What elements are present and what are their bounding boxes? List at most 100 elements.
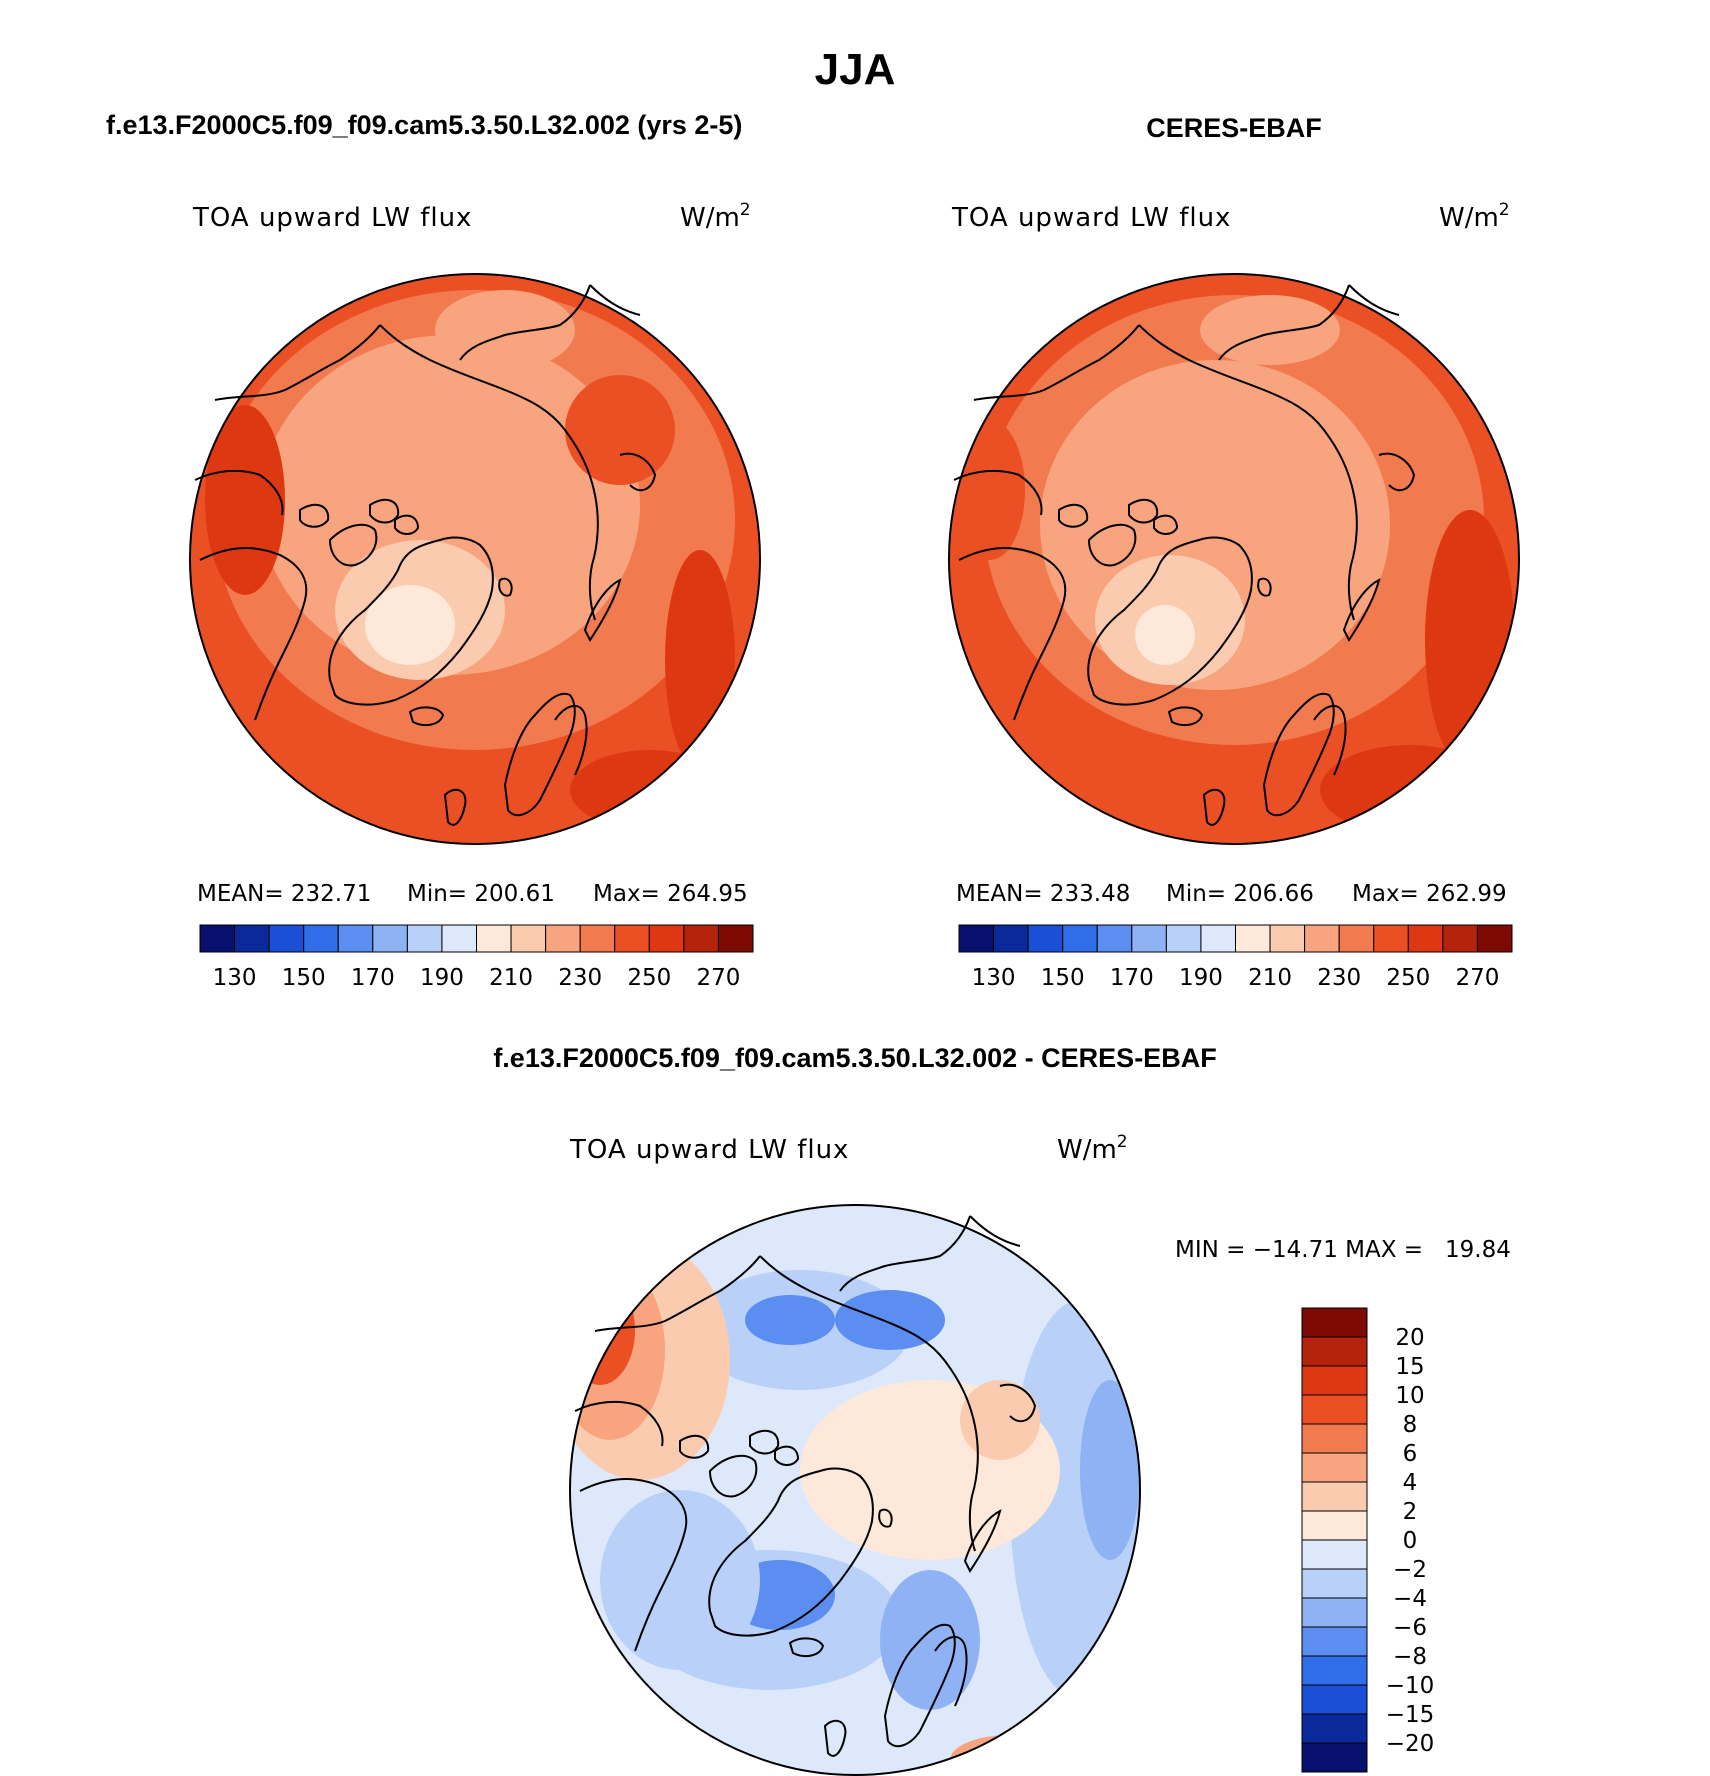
colorbar-swatch [1027,924,1064,953]
colorbar-swatch [1301,1452,1368,1483]
colorbar-tick-label: 170 [351,965,395,991]
polar-map [949,274,1519,844]
panel-difference: f.e13.F2000C5.f09_f09.cam5.3.50.L32.002 … [493,1043,1511,1776]
colorbar-swatch [958,924,995,953]
colorbar-tick-label: 150 [282,965,326,991]
figure-title: JJA [815,45,896,94]
colorbar-swatch [1304,924,1340,953]
colorbar-tick-label: 6 [1403,1441,1418,1467]
colorbar-swatch [1301,1568,1368,1599]
colorbar-tick-label: 2 [1403,1499,1418,1525]
panel-heading: f.e13.F2000C5.f09_f09.cam5.3.50.L32.002 … [106,110,742,140]
map-boundary [189,273,761,845]
colorbar-swatch [1200,924,1236,953]
units-label: W/m2 [680,200,751,233]
colorbar-tick-label: −6 [1393,1615,1427,1641]
colorbar-swatch [1301,1684,1368,1715]
colorbar-swatch [1096,924,1133,953]
colorbar-swatch [372,924,408,953]
colorbar: 130 150 170 190 210 230 250 270 [199,924,754,991]
panel-model: f.e13.F2000C5.f09_f09.cam5.3.50.L32.002 … [106,110,761,991]
polar-map [570,1205,1140,1775]
colorbar-tick-label: 190 [1179,965,1223,991]
colorbar-swatch [1476,924,1513,953]
colorbar-swatch [1062,924,1098,953]
colorbar-tick-label: 230 [1317,965,1361,991]
colorbar-tick-label: 0 [1403,1528,1418,1554]
colorbar-swatch [1301,1655,1368,1686]
colorbar-tick-label: 250 [1386,965,1430,991]
colorbar-tick-label: 130 [213,965,257,991]
colorbar-swatch [510,924,547,953]
stats-line: MEAN= 232.71 Min= 200.61 Max= 264.95 [197,881,748,907]
colorbar-tick-label: −20 [1386,1731,1435,1757]
colorbar-swatch [406,924,443,953]
colorbar-tick-label: 210 [1248,965,1292,991]
minmax-label: MIN = −14.71 MAX = 19.84 [1175,1237,1511,1263]
colorbar-swatch [579,924,616,953]
colorbar-swatch [441,924,477,953]
colorbar-tick-label: 170 [1110,965,1154,991]
colorbar-swatch [993,924,1029,953]
panel-heading: CERES-EBAF [1146,113,1322,143]
variable-label: TOA upward LW flux [192,203,472,233]
colorbar-swatch [1301,1510,1368,1541]
colorbar-swatch [1301,1336,1368,1367]
polar-map [190,274,760,844]
colorbar-tick-label: −10 [1386,1673,1435,1699]
colorbar-swatch [337,924,374,953]
colorbar-swatch [1338,924,1375,953]
colorbar-swatch [1373,924,1409,953]
stats-line: MEAN= 233.48 Min= 206.66 Max= 262.99 [956,881,1507,907]
colorbar-swatch [1301,1626,1368,1657]
colorbar-tick-label: 210 [489,965,533,991]
colorbar-swatch [1301,1742,1368,1773]
colorbar-swatch [199,924,236,953]
colorbar-tick-label: −4 [1393,1586,1427,1612]
colorbar-swatch [1165,924,1202,953]
colorbar-tick-label: 20 [1395,1325,1424,1351]
colorbar-swatch [1131,924,1167,953]
colorbar-tick-label: 8 [1403,1412,1418,1438]
colorbar-swatch [1442,924,1478,953]
map-boundary [948,273,1520,845]
variable-label: TOA upward LW flux [569,1135,849,1165]
colorbar-swatch [234,924,270,953]
colorbar-tick-label: 4 [1403,1470,1418,1496]
colorbar-tick-label: 15 [1395,1354,1424,1380]
units-label: W/m2 [1439,200,1510,233]
colorbar-swatch [1235,924,1271,953]
colorbar-swatch [1301,1307,1368,1338]
colorbar-tick-label: 10 [1395,1383,1424,1409]
colorbar-tick-label: 190 [420,965,464,991]
colorbar-swatch [648,924,685,953]
colorbar-swatch [1301,1597,1368,1628]
colorbar-swatch [1301,1713,1368,1744]
colorbar-tick-label: −15 [1386,1702,1435,1728]
colorbar-tick-label: 270 [1455,965,1499,991]
colorbar: 130 150 170 190 210 230 250 270 [958,924,1513,991]
colorbar-tick-label: 270 [696,965,740,991]
colorbar-tick-label: 230 [558,965,602,991]
panel-observations: CERES-EBAF TOA upward LW flux W/m2 MEAN=… [948,113,1520,991]
variable-label: TOA upward LW flux [951,203,1231,233]
units-label: W/m2 [1057,1132,1128,1165]
colorbar-swatch [1301,1539,1368,1570]
colorbar-swatch [717,924,754,953]
colorbar-swatch [303,924,339,953]
colorbar-swatch [1301,1423,1368,1454]
colorbar-swatch [1301,1481,1368,1512]
colorbar-swatch [1269,924,1306,953]
colorbar-tick-label: 250 [627,965,671,991]
colorbar-tick-label: 150 [1041,965,1085,991]
colorbar-tick-label: −2 [1393,1557,1427,1583]
colorbar-swatch [545,924,581,953]
colorbar-swatch [268,924,305,953]
colorbar-tick-label: 130 [972,965,1016,991]
map-boundary [569,1204,1141,1776]
colorbar-swatch [1407,924,1444,953]
colorbar-swatch [683,924,719,953]
colorbar-tick-label: −8 [1393,1644,1427,1670]
